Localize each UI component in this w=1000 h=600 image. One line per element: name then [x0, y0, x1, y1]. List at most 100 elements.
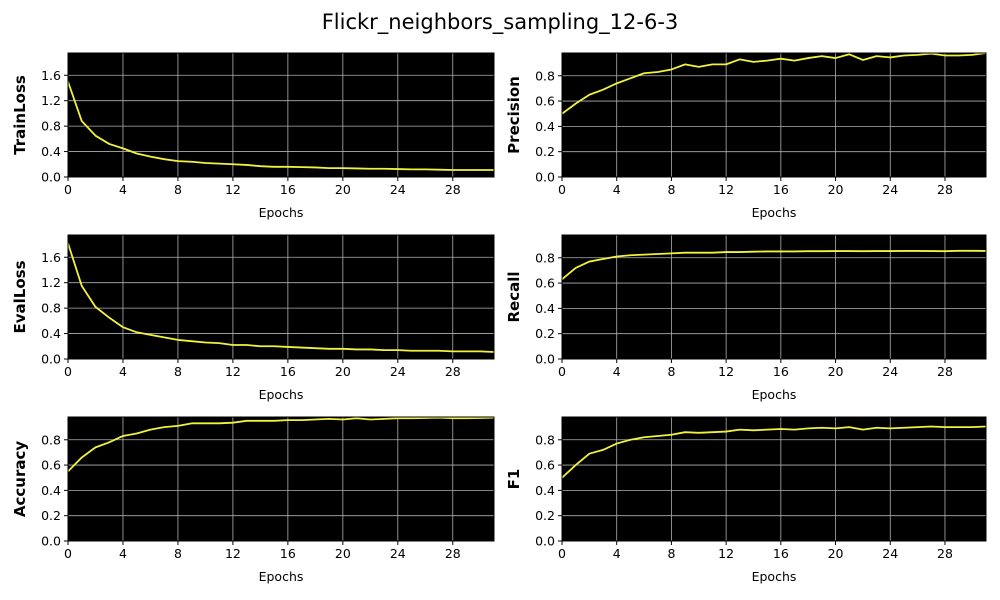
x-tick-label: 12	[225, 546, 241, 561]
x-tick-label: 20	[828, 364, 844, 379]
plot-area	[68, 53, 494, 177]
plot-frame	[67, 416, 495, 542]
y-tick-label: 0.4	[535, 301, 555, 316]
x-tick-label: 24	[390, 546, 406, 561]
y-tick-label: 1.2	[41, 275, 61, 290]
y-tick-label: 0.2	[41, 508, 61, 523]
x-tick-label: 4	[119, 546, 127, 561]
x-tick-label: 20	[335, 364, 351, 379]
x-axis-label: Epochs	[752, 387, 797, 402]
y-axis-label: Precision	[505, 76, 523, 154]
plot-frame	[67, 52, 495, 178]
panels: 0 4 8 12 16 20 24 28 0.0 0.4 0.8 1.2 1.6 Epochs TrainL…	[11, 52, 987, 584]
x-tick-label: 8	[174, 364, 182, 379]
y-axis-label: Accuracy	[11, 441, 29, 517]
x-tick-label: 8	[667, 182, 675, 197]
y-tick-label: 0.2	[535, 508, 555, 523]
y-tick-label: 1.2	[41, 93, 61, 108]
x-tick-label: 8	[174, 546, 182, 561]
y-axis-label: Recall	[505, 271, 523, 322]
x-tick-label: 4	[613, 364, 621, 379]
x-tick-label: 16	[773, 182, 789, 197]
chart-panel-6: 0 4 8 12 16 20 24 28 0.0 0.2 0.4 0.6 0.8 Epochs F1	[505, 416, 987, 584]
x-tick-label: 28	[937, 182, 953, 197]
x-tick-label: 24	[390, 364, 406, 379]
y-tick-label: 0.8	[41, 432, 61, 447]
x-tick-label: 4	[119, 182, 127, 197]
plot-frame	[67, 234, 495, 360]
series-line	[67, 416, 495, 473]
x-tick-label: 8	[174, 182, 182, 197]
x-tick-label: 28	[937, 546, 953, 561]
y-tick-label: 0.4	[41, 144, 61, 159]
x-axis-label: Epochs	[752, 569, 797, 584]
x-tick-label: 0	[64, 364, 72, 379]
x-tick-label: 20	[828, 182, 844, 197]
y-tick-label: 0.0	[535, 352, 555, 367]
y-tick-label: 0.0	[535, 534, 555, 549]
x-tick-label: 28	[445, 182, 461, 197]
x-tick-label: 28	[937, 364, 953, 379]
x-tick-label: 4	[613, 182, 621, 197]
y-tick-label: 0.8	[535, 250, 555, 265]
x-tick-label: 24	[882, 182, 898, 197]
y-tick-label: 0.2	[535, 144, 555, 159]
x-tick-label: 16	[773, 364, 789, 379]
x-tick-label: 0	[64, 182, 72, 197]
chart-panel-1: 0 4 8 12 16 20 24 28 0.0 0.4 0.8 1.2 1.6 Epochs TrainL…	[11, 52, 495, 220]
y-tick-label: 0.8	[41, 119, 61, 134]
y-tick-label: 0.6	[535, 458, 555, 473]
x-tick-label: 28	[445, 546, 461, 561]
x-tick-label: 0	[558, 546, 566, 561]
y-tick-label: 0.4	[41, 483, 61, 498]
x-tick-label: 16	[280, 546, 296, 561]
chart-panel-3: 0 4 8 12 16 20 24 28 0.0 0.4 0.8 1.2 1.6 Epochs EvalLo…	[11, 234, 495, 402]
plot-area	[562, 417, 986, 541]
series-line	[561, 425, 987, 479]
plot-area	[562, 235, 986, 359]
x-tick-label: 12	[225, 182, 241, 197]
x-tick-label: 12	[718, 546, 734, 561]
y-axis-label: EvalLoss	[11, 260, 29, 333]
y-tick-label: 0.6	[41, 458, 61, 473]
x-tick-label: 12	[718, 182, 734, 197]
x-axis-label: Epochs	[259, 387, 304, 402]
y-tick-label: 1.6	[41, 68, 61, 83]
x-tick-label: 20	[335, 546, 351, 561]
y-tick-label: 0.0	[41, 352, 61, 367]
x-tick-label: 28	[445, 364, 461, 379]
x-tick-label: 4	[613, 546, 621, 561]
chart-panel-2: 0 4 8 12 16 20 24 28 0.0 0.2 0.4 0.6 0.8 Epochs Precis…	[505, 52, 987, 220]
y-axis-label: TrainLoss	[11, 75, 29, 155]
y-tick-label: 0.6	[535, 276, 555, 291]
x-tick-label: 16	[280, 182, 296, 197]
plot-area	[562, 53, 986, 177]
y-tick-label: 0.8	[535, 68, 555, 83]
y-tick-label: 0.4	[535, 119, 555, 134]
y-tick-label: 1.6	[41, 250, 61, 265]
y-tick-label: 0.0	[41, 534, 61, 549]
series-line	[561, 52, 987, 115]
x-tick-label: 12	[225, 364, 241, 379]
y-tick-label: 0.8	[535, 432, 555, 447]
x-axis-label: Epochs	[259, 569, 304, 584]
chart-panel-4: 0 4 8 12 16 20 24 28 0.0 0.2 0.4 0.6 0.8 Epochs Recall	[505, 234, 987, 402]
plot-area	[68, 417, 494, 541]
x-tick-label: 20	[335, 182, 351, 197]
x-tick-label: 12	[718, 364, 734, 379]
series-line	[67, 81, 494, 171]
x-tick-label: 4	[119, 364, 127, 379]
x-tick-label: 16	[280, 364, 296, 379]
x-tick-label: 16	[773, 546, 789, 561]
x-tick-label: 20	[828, 546, 844, 561]
x-tick-label: 8	[667, 546, 675, 561]
plot-frame	[561, 234, 987, 360]
series-line	[67, 242, 495, 353]
x-tick-label: 8	[667, 364, 675, 379]
plot-area	[68, 235, 494, 359]
plot-frame	[561, 416, 987, 542]
x-tick-label: 24	[882, 364, 898, 379]
x-tick-label: 0	[64, 546, 72, 561]
y-tick-label: 0.0	[535, 170, 555, 185]
